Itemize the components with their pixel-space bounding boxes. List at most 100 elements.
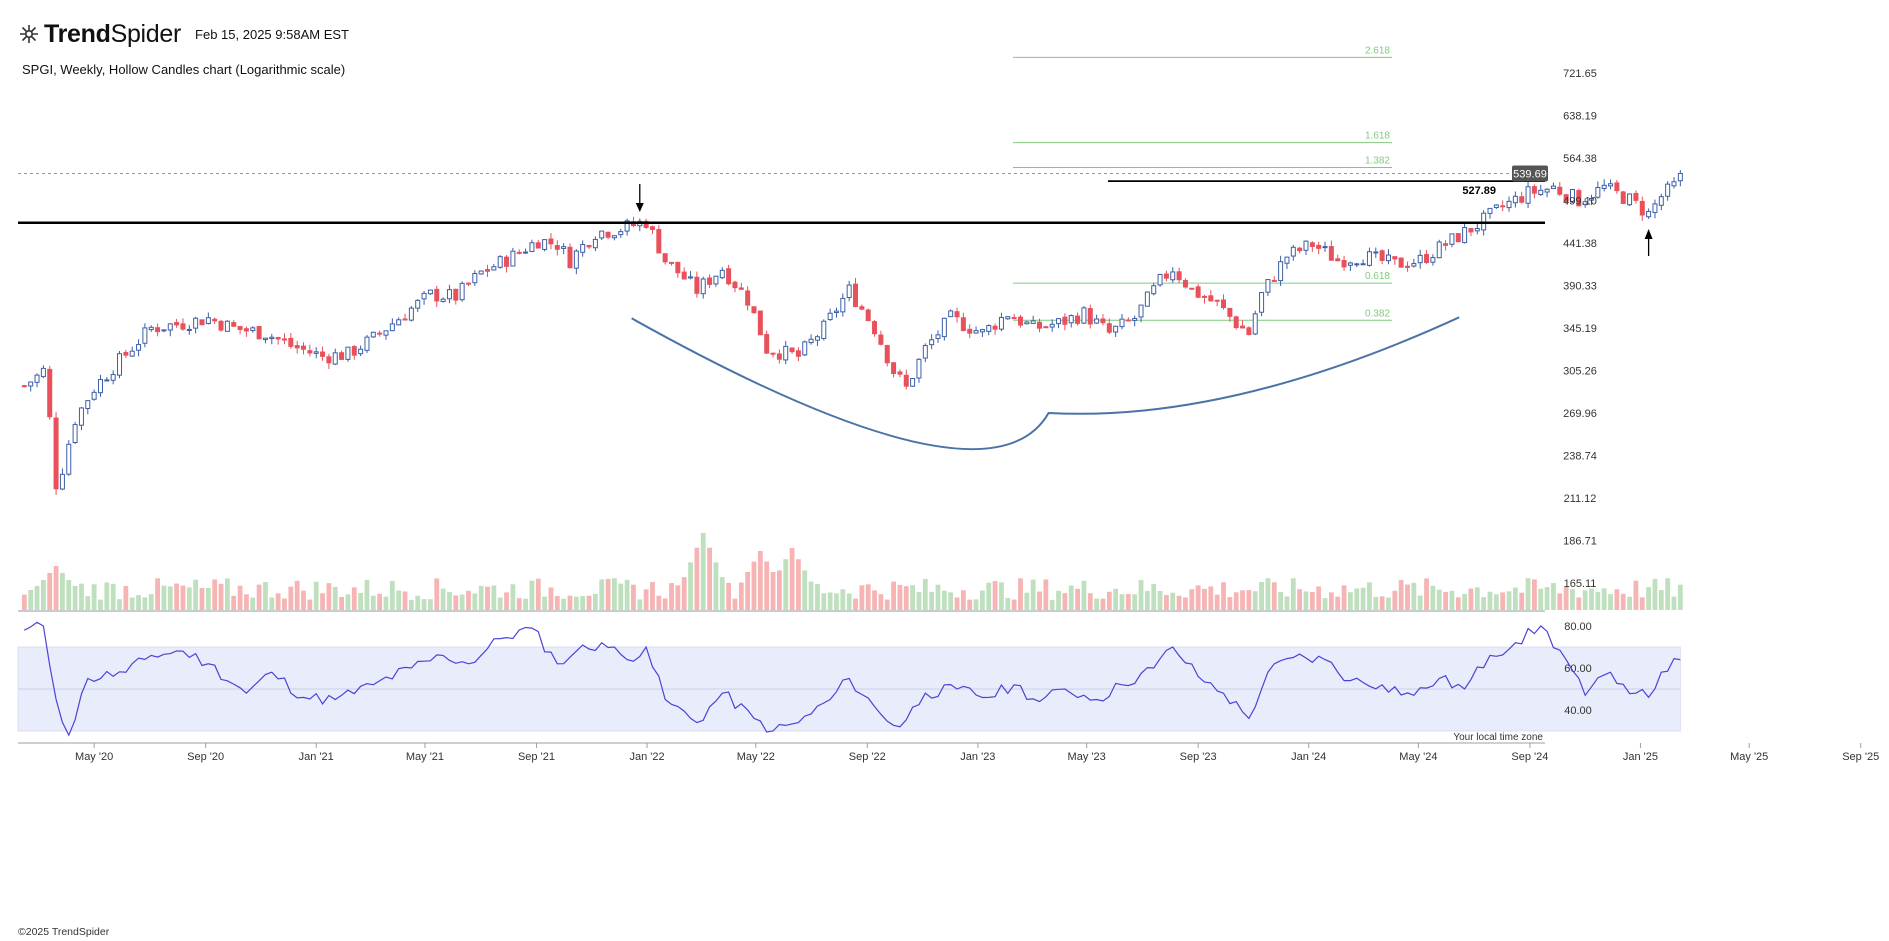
x-tick-label: Sep '22 — [849, 751, 886, 763]
volume-bar — [1379, 596, 1385, 610]
volume-bar — [1221, 582, 1226, 610]
candle-body — [554, 245, 560, 250]
candle-body — [358, 348, 364, 355]
volume-bar — [1671, 596, 1677, 610]
volume-bar — [142, 597, 148, 610]
volume-bar — [1417, 595, 1423, 610]
candle-body — [1087, 308, 1093, 325]
volume-bar — [1481, 597, 1487, 610]
volume-bar — [447, 591, 452, 610]
volume-bar — [224, 578, 230, 610]
volume-bar — [218, 583, 224, 610]
x-tick-label: Jan '23 — [960, 751, 995, 763]
volume-bar — [174, 583, 180, 610]
timezone-note: Your local time zone — [1453, 732, 1543, 743]
volume-bar — [1348, 592, 1353, 610]
volume-bar — [573, 596, 579, 610]
volume-bar — [605, 578, 611, 610]
candle-body — [1163, 273, 1169, 279]
candle-body — [123, 352, 129, 356]
volume-bar — [592, 593, 598, 610]
volume-bar — [1595, 591, 1601, 610]
candle-body — [1354, 263, 1360, 266]
volume-bar — [643, 589, 649, 610]
candle-body — [218, 320, 224, 331]
volume-bar — [1176, 595, 1182, 610]
candle-body — [1493, 204, 1499, 209]
volume-bar — [1144, 590, 1150, 610]
volume-bar — [1322, 598, 1328, 610]
volume-bar — [351, 587, 357, 610]
volume-bar — [421, 599, 427, 610]
candle-body — [757, 310, 763, 336]
candle-body — [28, 381, 34, 387]
volume-bar — [1500, 592, 1506, 610]
volume-bar — [999, 582, 1004, 610]
rsi-tick-label: 40.00 — [1564, 705, 1592, 717]
candle-body — [465, 282, 471, 285]
volume-bar — [669, 583, 674, 610]
volume-bar — [542, 596, 548, 610]
candle-body — [1474, 228, 1480, 232]
candle-body — [1449, 233, 1455, 245]
candle-body — [535, 242, 541, 249]
candle-body — [1341, 260, 1347, 268]
volume-bar — [1525, 578, 1531, 610]
volume-bar — [1646, 587, 1652, 610]
candle-body — [979, 329, 985, 333]
candle-body — [814, 336, 820, 341]
candle-body — [364, 336, 370, 351]
candle-body — [656, 229, 662, 254]
candle-body — [1360, 263, 1366, 266]
candle-body — [960, 317, 966, 332]
last-price-badge — [1512, 165, 1548, 182]
volume-bar — [903, 586, 909, 610]
volume-bar — [21, 594, 27, 610]
candle-body — [1138, 304, 1144, 318]
volume-bar — [1373, 596, 1379, 610]
volume-bar — [738, 582, 744, 610]
candle-body — [643, 220, 649, 228]
candle-body — [681, 271, 687, 280]
price-tick-label: 269.96 — [1563, 408, 1597, 420]
candle-body — [97, 379, 103, 394]
volume-bar — [485, 586, 490, 610]
candle-body — [351, 346, 357, 356]
brand-bold: Trend — [44, 19, 111, 48]
candle-body — [1195, 286, 1201, 298]
volume-bar — [244, 594, 249, 610]
candle-body — [1658, 196, 1664, 206]
price-tick-label: 305.26 — [1563, 366, 1597, 378]
candle-body — [91, 391, 97, 400]
candle-body — [973, 330, 979, 334]
candle-body — [224, 320, 230, 332]
candle-body — [205, 317, 211, 325]
price-tick-label: 721.65 — [1563, 68, 1597, 80]
candle-body — [421, 292, 427, 300]
candle-body — [903, 374, 909, 387]
candle-body — [1525, 186, 1531, 204]
candle-body — [1132, 317, 1138, 321]
candle-body — [624, 220, 630, 232]
candle-body — [1233, 316, 1239, 329]
volume-bar — [1106, 591, 1112, 610]
volume-bar — [872, 590, 877, 610]
copyright-footer: ©2025 TrendSpider — [18, 926, 110, 938]
volume-bar — [967, 599, 973, 610]
volume-bar — [631, 584, 636, 610]
candle-body — [802, 341, 808, 356]
candle-body — [117, 353, 123, 376]
volume-bar — [992, 581, 998, 610]
volume-bar — [1005, 598, 1011, 610]
candles — [21, 170, 1683, 495]
volume-bar — [275, 593, 281, 610]
volume-bar — [586, 595, 592, 610]
volume-bar — [1386, 597, 1391, 610]
candle-body — [104, 379, 110, 382]
volume-bar — [751, 561, 757, 610]
candle-body — [992, 325, 998, 330]
volume-bar — [1614, 589, 1620, 610]
volume-bar — [53, 566, 59, 610]
candle-body — [1366, 251, 1372, 266]
